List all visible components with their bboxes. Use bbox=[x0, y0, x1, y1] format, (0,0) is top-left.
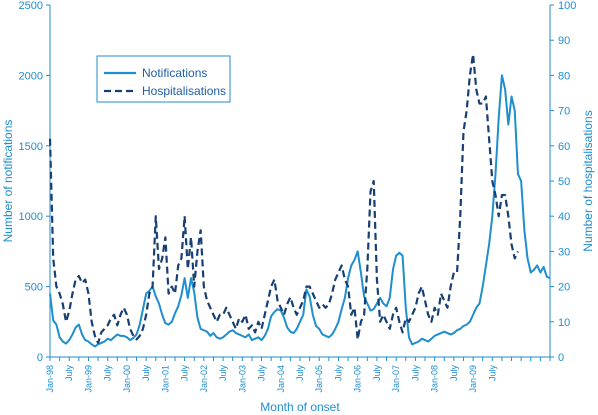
series-lines bbox=[48, 53, 551, 348]
x-tick-label: Jan-05 bbox=[314, 365, 324, 393]
x-tick-label: Jan-08 bbox=[430, 365, 440, 393]
x-axis-title: Month of onset bbox=[260, 400, 340, 414]
x-tick-label: Jan-07 bbox=[391, 365, 401, 393]
x-tick-label: Jan-04 bbox=[276, 365, 286, 393]
left-y-tick-label: 1000 bbox=[19, 211, 43, 223]
left-y-ticks: 0 500 1000 1500 2000 2500 bbox=[19, 0, 50, 364]
left-y-tick-label: 2500 bbox=[19, 0, 43, 12]
x-tick-label: July bbox=[372, 365, 382, 382]
legend-box bbox=[96, 55, 231, 103]
x-tick-label: July bbox=[141, 365, 151, 382]
x-tick-label: July bbox=[487, 365, 497, 382]
x-tick-label: July bbox=[295, 365, 305, 382]
right-y-tick-label: 80 bbox=[558, 70, 570, 82]
left-y-tick-label: 1500 bbox=[19, 141, 43, 153]
right-y-tick-label: 50 bbox=[558, 176, 570, 188]
right-axis-title: Number of hospitalisations bbox=[581, 110, 595, 251]
chart-legend: Notifications Hospitalisations bbox=[96, 55, 231, 103]
right-y-tick-label: 90 bbox=[558, 35, 570, 47]
x-axis-ticks: Jan-98 July Jan-99 July Jan-00 July Jan-01 July… bbox=[45, 357, 551, 393]
right-y-tick-label: 40 bbox=[558, 211, 570, 223]
x-tick-label: Jan-09 bbox=[468, 365, 478, 393]
x-tick-label: July bbox=[103, 365, 113, 382]
x-tick-label: July bbox=[333, 365, 343, 382]
x-tick-label: July bbox=[449, 365, 459, 382]
right-y-ticks: 0 10 20 30 40 50 60 70 80 90 100 bbox=[550, 0, 576, 364]
left-y-tick-label: 2000 bbox=[19, 70, 43, 82]
x-tick-label: Jan-06 bbox=[353, 365, 363, 393]
right-y-tick-label: 60 bbox=[558, 141, 570, 153]
x-tick-label: Jan-00 bbox=[122, 365, 132, 393]
x-tick-label: Jan-01 bbox=[160, 365, 170, 393]
legend-notifications-label: Notifications bbox=[142, 66, 207, 80]
left-y-tick-label: 500 bbox=[25, 282, 43, 294]
right-y-tick-label: 20 bbox=[558, 282, 570, 294]
x-tick-label: July bbox=[180, 365, 190, 382]
x-tick-label: July bbox=[257, 365, 267, 382]
right-y-tick-label: 30 bbox=[558, 246, 570, 258]
right-y-tick-label: 10 bbox=[558, 317, 570, 329]
x-tick-label: Jan-98 bbox=[45, 365, 55, 393]
x-tick-label: July bbox=[64, 365, 74, 382]
right-y-tick-label: 100 bbox=[558, 0, 576, 12]
right-y-tick-label: 0 bbox=[558, 352, 564, 364]
x-tick-label: Jan-02 bbox=[199, 365, 209, 393]
x-tick-label: July bbox=[218, 365, 228, 382]
left-axis-title: Number of notifications bbox=[1, 120, 15, 243]
legend-hospitalisations-label: Hospitalisations bbox=[142, 84, 226, 98]
hospitalisations-line bbox=[48, 53, 519, 345]
left-y-tick-label: 0 bbox=[37, 352, 43, 364]
notifications-line bbox=[49, 74, 551, 348]
right-y-tick-label: 70 bbox=[558, 106, 570, 118]
x-tick-label: July bbox=[410, 365, 420, 382]
x-tick-label: Jan-03 bbox=[237, 365, 247, 393]
x-tick-label: Jan-99 bbox=[83, 365, 93, 393]
